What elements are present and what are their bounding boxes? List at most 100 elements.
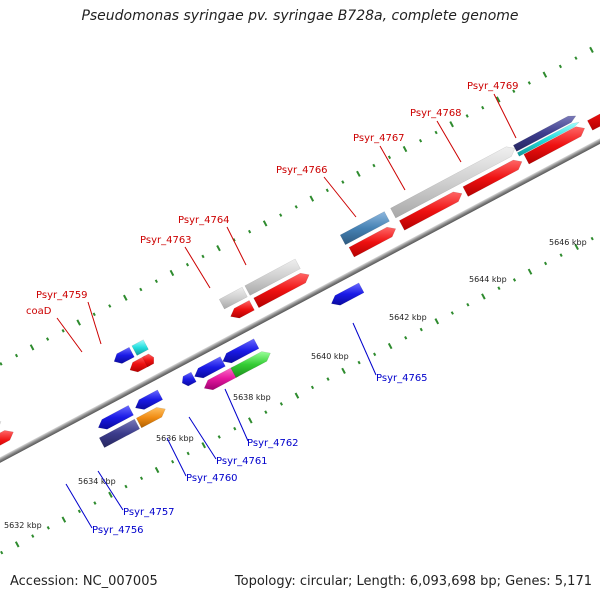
tick-dot [310,385,315,390]
tick-label-5646: 5646 kbp [549,238,587,247]
feature-cds-red-small[interactable] [142,353,155,368]
tick-dot [201,442,206,449]
tick-label-5632: 5632 kbp [4,521,42,530]
label-psyr-4768: Psyr_4768 [410,108,462,119]
feature-psyr-4762b[interactable] [222,338,260,364]
feature-psyr-4764b[interactable] [244,258,301,296]
tick-dot [527,268,533,275]
tick-dot [527,81,531,85]
feature-cds-blue-4758[interactable] [135,389,164,410]
label-psyr-4760: Psyr_4760 [186,473,238,484]
tick-dot [248,417,253,424]
feature-psyr-4769[interactable] [523,126,586,165]
feature-psyr-4757[interactable] [97,405,134,430]
tick-dot [434,130,438,135]
feature-psyr-4768[interactable] [462,159,523,197]
feature-psyr-4756[interactable] [98,418,141,448]
leader-line [436,120,462,163]
feature-cds-partial-left[interactable] [0,430,14,451]
leader-line [224,388,249,442]
feature-psyr-4757b[interactable] [135,407,166,429]
label-psyr-4759: Psyr_4759 [36,290,88,301]
tick-label-5640: 5640 kbp [311,352,349,361]
tick-dot [387,342,393,350]
tick-dot [309,195,315,202]
feature-cds-blue-small[interactable] [181,371,197,387]
tick-dot [233,426,237,431]
tick-dot [404,335,408,340]
tick-dot [123,294,128,301]
leader-line [65,483,93,529]
tick-dot [294,205,298,209]
label-psyr-4765: Psyr_4765 [376,373,428,384]
feature-psyr-4763[interactable] [230,300,255,319]
leader-line [188,416,217,460]
tick-dot [29,344,35,351]
tick-dot [559,253,563,257]
tick-dot [449,121,454,128]
tick-dot [201,254,205,259]
tick-dot [512,278,517,282]
tick-dot [46,337,50,341]
tick-dot [574,56,578,60]
leader-line [87,301,102,345]
tick-dot [325,188,329,193]
label-psyr-4769: Psyr_4769 [467,81,519,92]
tick-dot [31,534,35,538]
tick-dot [171,459,175,464]
feature-cds-red-4766[interactable] [348,226,397,258]
feature-psyr-4766[interactable] [339,211,390,246]
feature-cds-partial-right[interactable] [587,96,600,131]
feature-psyr-4769b[interactable] [512,115,577,152]
tick-dot [466,302,470,307]
tick-dot [154,466,160,474]
tick-dot [294,392,300,399]
tick-dot [418,138,423,143]
tick-dot [77,509,81,514]
feature-track [0,96,600,451]
scale-ticks: 5632 kbp 5634 kbp 5636 kbp 5638 kbp 5640 kbp… [4,238,587,530]
feature-psyr-4760[interactable] [203,366,239,391]
feature-psyr-4767b[interactable] [390,146,516,219]
label-psyr-4762: Psyr_4762 [247,438,299,449]
leader-line [379,145,406,191]
feature-psyr-4762[interactable] [230,351,271,378]
feature-psyr-4765[interactable] [331,282,365,306]
tick-dot [14,541,20,548]
label-leader-lines [56,93,517,529]
tick-dot [0,362,3,366]
leader-line [226,226,247,266]
leader-line [493,93,517,139]
leader-line [352,322,377,376]
tick-dot-tracks [0,46,594,555]
tick-dot [154,279,158,284]
genome-stats-text: Topology: circular; Length: 6,093,698 bp… [234,574,592,589]
feature-psyr-4768b[interactable] [516,121,580,157]
label-coad: coaD [26,306,52,317]
leader-line [166,437,187,477]
tick-dot [543,261,548,266]
leader-line [184,246,211,289]
tick-dot [542,71,548,78]
feature-psyr-4764[interactable] [253,272,310,309]
feature-psyr-4759[interactable] [113,346,135,364]
tick-dot [372,163,376,168]
label-psyr-4757: Psyr_4757 [123,507,175,518]
feature-psyr-4763b[interactable] [218,286,248,310]
label-psyr-4763: Psyr_4763 [140,235,192,246]
tick-dot [139,476,144,481]
tick-dot [262,220,268,227]
accession-text: Accession: NC_007005 [10,574,158,589]
feature-cds-gray-left[interactable] [0,420,2,438]
feature-labels: Psyr_4759 coaD Psyr_4763 Psyr_4764 Psyr_… [26,81,519,536]
tick-dot [108,304,112,308]
feature-psyr-4761[interactable] [194,356,226,379]
tick-label-5636: 5636 kbp [156,434,194,443]
feature-psyr-4767[interactable] [398,191,463,231]
tick-dot [481,293,486,300]
feature-cds-cyan[interactable] [131,339,149,356]
tick-dot [481,105,485,110]
tick-dot [0,550,4,555]
tick-label-5634: 5634 kbp [78,477,116,486]
